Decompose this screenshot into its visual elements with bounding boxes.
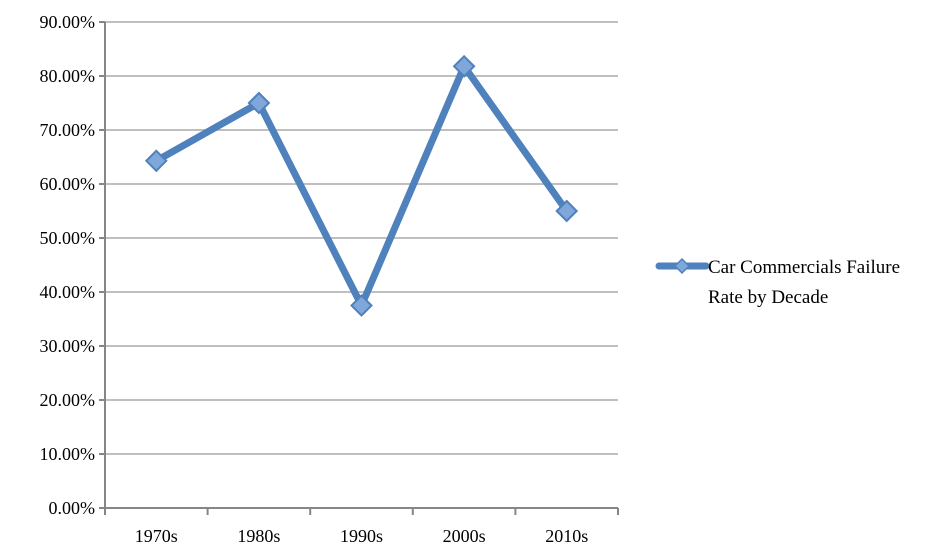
data-point (555, 199, 579, 223)
legend-label-line-1: Car Commercials Failure (708, 257, 900, 278)
y-tick-label: 90.00% (40, 12, 96, 32)
y-tick-label: 20.00% (40, 390, 96, 410)
grid-lines (105, 21, 618, 455)
series-line (152, 62, 571, 309)
y-tick-label: 30.00% (40, 336, 96, 356)
x-tick-label: 1970s (135, 526, 178, 546)
x-tick-label: 2010s (545, 526, 588, 546)
data-point (452, 54, 476, 78)
data-point (350, 294, 373, 317)
x-tick-label: 1980s (237, 526, 280, 546)
y-tick-label: 60.00% (40, 174, 96, 194)
data-point (144, 149, 168, 173)
legend-marker (673, 257, 691, 275)
x-tick-label: 2000s (443, 526, 486, 546)
y-tick-label: 0.00% (49, 498, 96, 518)
data-point (247, 91, 271, 115)
y-tick-labels: 0.00% 10.00% 20.00% 30.00% 40.00% 50.00% 60.00… (40, 12, 105, 518)
legend-label-line-2: Rate by Decade (708, 287, 828, 308)
y-tick-label: 80.00% (40, 66, 96, 86)
axes (104, 22, 618, 509)
legend: Car Commercials Failure Rate by Decade (655, 257, 900, 308)
x-tick-label: 1990s (340, 526, 383, 546)
series (144, 54, 579, 317)
y-tick-label: 40.00% (40, 282, 96, 302)
y-tick-label: 10.00% (40, 444, 96, 464)
y-tick-label: 50.00% (40, 228, 96, 248)
y-tick-label: 70.00% (40, 120, 96, 140)
x-tick-labels: 1970s 1980s 1990s 2000s 2010s (104, 508, 619, 546)
